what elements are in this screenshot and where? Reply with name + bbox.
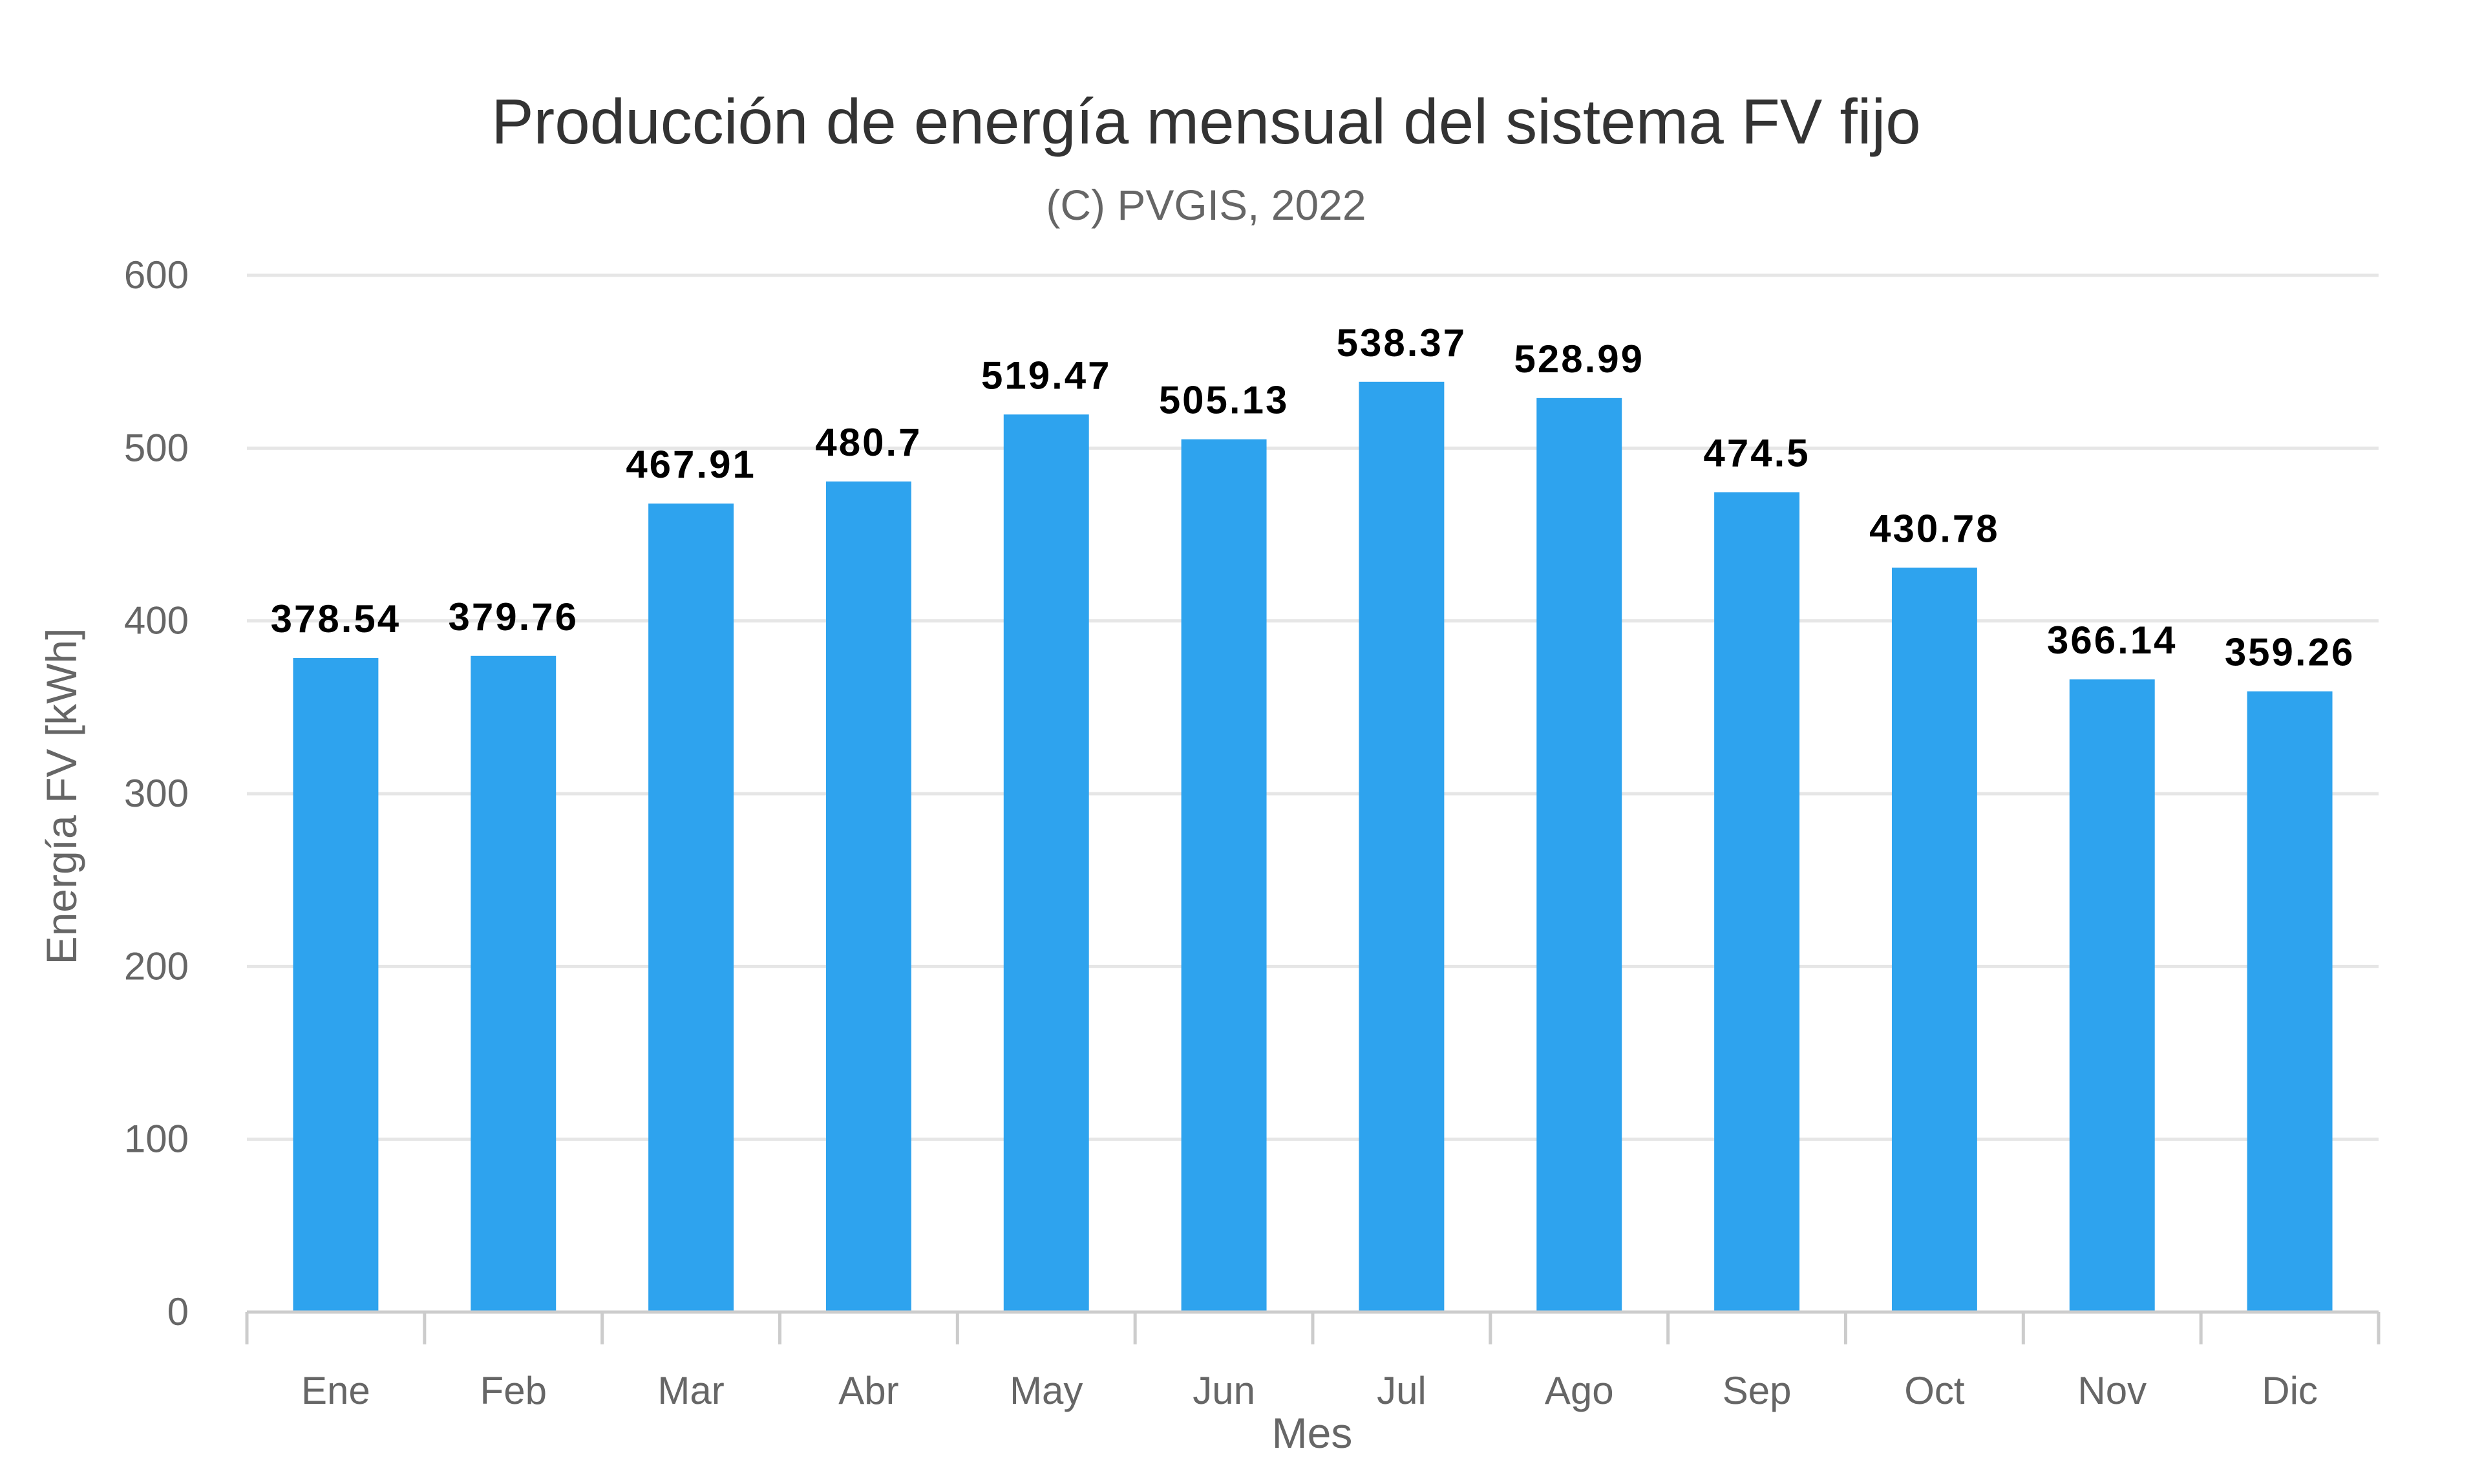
x-tick-label: Oct <box>1904 1369 1965 1412</box>
x-tick-label: Mar <box>657 1369 724 1412</box>
x-tick-label: Dic <box>2262 1369 2318 1412</box>
x-tick-label: Nov <box>2077 1369 2147 1412</box>
data-label: 519.47 <box>981 354 1112 397</box>
bar <box>1003 414 1089 1313</box>
bar <box>1181 439 1267 1312</box>
y-tick-label: 100 <box>124 1118 189 1161</box>
bar <box>648 504 734 1312</box>
x-axis-label: Mes <box>1272 1409 1353 1457</box>
data-label: 366.14 <box>2047 619 2178 662</box>
chart-title: Producción de energía mensual del sistem… <box>491 86 1921 157</box>
bar <box>1536 398 1622 1312</box>
data-label: 480.7 <box>815 421 922 464</box>
y-tick-label: 0 <box>167 1290 189 1333</box>
bar <box>2069 679 2155 1312</box>
x-tick-label: Feb <box>480 1369 547 1412</box>
data-label: 359.26 <box>2225 631 2355 674</box>
bar <box>293 658 379 1312</box>
x-tick-label: Sep <box>1723 1369 1792 1412</box>
bar <box>1891 567 1977 1312</box>
bar <box>1359 381 1445 1312</box>
y-tick-label: 600 <box>124 253 189 297</box>
data-label: 538.37 <box>1337 321 1467 365</box>
data-label: 430.78 <box>1869 507 2000 550</box>
data-labels: 378.54 379.76 467.91 480.7 519.47 505.13 538.3… <box>271 321 2355 674</box>
data-label: 379.76 <box>448 595 578 639</box>
data-label: 528.99 <box>1514 337 1644 381</box>
data-label: 474.5 <box>1704 432 1810 475</box>
y-tick-label: 300 <box>124 772 189 815</box>
x-tick-label: Ene <box>301 1369 370 1412</box>
y-tick-label: 400 <box>124 599 189 642</box>
x-tick-label: Jul <box>1377 1369 1427 1412</box>
y-axis-label: Energía FV [kWh] <box>37 628 85 965</box>
x-axis-ticks: Ene Feb Mar Abr May Jun Jul Ago Sep Oct Nov Dic <box>245 1310 2381 1412</box>
x-tick-label: Abr <box>838 1369 898 1412</box>
bar <box>2247 691 2333 1312</box>
data-label: 378.54 <box>271 597 401 641</box>
bar <box>1714 492 1800 1312</box>
y-tick-label: 200 <box>124 944 189 988</box>
bar <box>471 655 557 1312</box>
bar <box>825 481 911 1312</box>
x-tick-label: Jun <box>1193 1369 1255 1412</box>
data-label: 505.13 <box>1159 379 1289 422</box>
bars <box>293 381 2333 1313</box>
y-tick-label: 500 <box>124 426 189 469</box>
y-axis-ticks: 0 100 200 300 400 500 600 <box>124 253 189 1333</box>
gridlines <box>247 273 2379 1141</box>
x-tick-label: May <box>1010 1369 1083 1412</box>
x-tick-label: Ago <box>1545 1369 1614 1412</box>
chart-subtitle: (C) PVGIS, 2022 <box>1046 181 1366 229</box>
data-label: 467.91 <box>626 443 756 486</box>
